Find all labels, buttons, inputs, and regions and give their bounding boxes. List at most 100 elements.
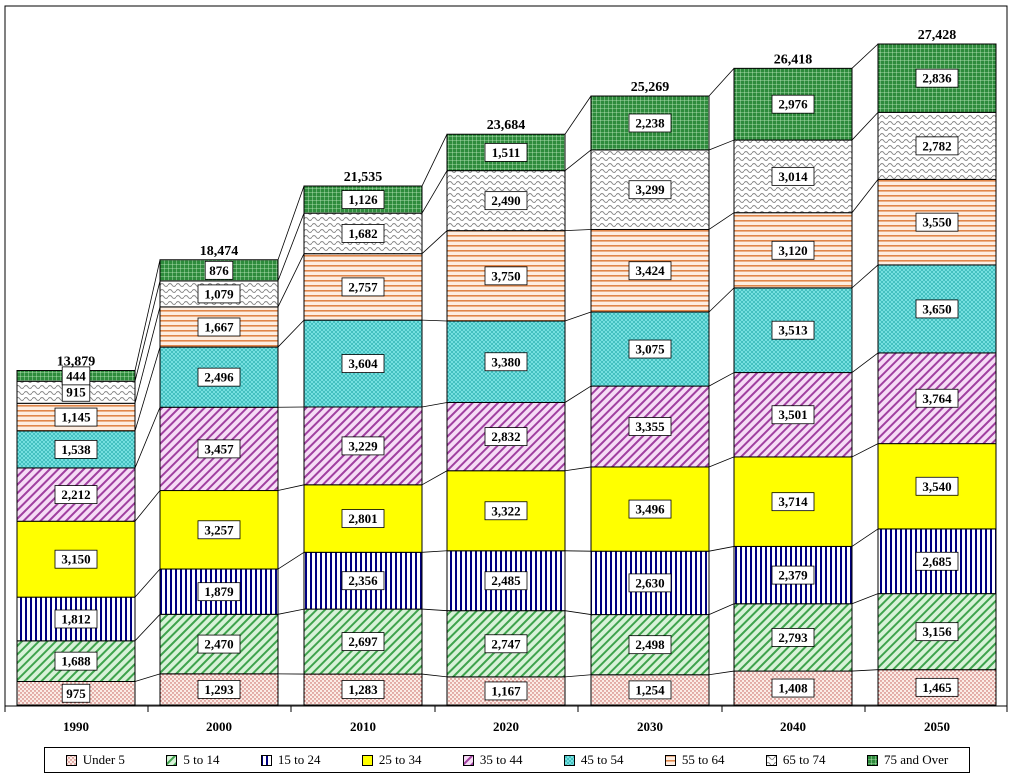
connector-line (851, 43, 879, 69)
value-label: 2,498 (635, 637, 665, 652)
value-label-box (54, 485, 98, 504)
connector-line (708, 372, 735, 387)
value-label: 3,120 (778, 243, 807, 258)
value-label: 1,511 (492, 145, 521, 160)
value-label: 1,283 (348, 682, 378, 697)
x-tick-label: 2020 (493, 719, 519, 734)
value-label-box (771, 565, 815, 585)
connector-line (134, 568, 161, 598)
connector-line (708, 287, 735, 313)
value-label-box (204, 260, 234, 280)
x-tick-label: 2050 (924, 719, 950, 734)
connector-line (564, 674, 592, 678)
value-label-box (341, 680, 385, 699)
x-tick-label: 2000 (206, 719, 232, 734)
connector-line (851, 443, 879, 458)
value-label: 3,650 (922, 301, 951, 316)
connector-line (277, 185, 305, 260)
value-label: 1,879 (204, 584, 234, 599)
legend-label: 25 to 34 (378, 752, 422, 767)
connector-line (851, 179, 879, 213)
total-label: 27,428 (918, 28, 957, 43)
value-label-box (915, 551, 959, 571)
value-label-box (771, 94, 815, 114)
legend-swatch (765, 754, 777, 766)
connector-line (134, 614, 161, 642)
value-label-box (915, 136, 959, 156)
value-label-box (628, 261, 672, 281)
bar-segment-2040-75-and-over (733, 67, 853, 141)
value-label: 3,550 (922, 215, 951, 230)
value-label-box (484, 427, 528, 447)
legend-swatch (361, 754, 373, 766)
connector-line (708, 456, 735, 468)
connector-line (564, 610, 592, 615)
value-label: 2,832 (491, 429, 520, 444)
value-label-box (54, 440, 98, 459)
value-label: 2,757 (348, 279, 378, 294)
x-axis: 1990 2000 2010 2020 2030 2040 2050 (4, 705, 1008, 734)
connector-line (708, 546, 735, 552)
value-label: 3,014 (778, 169, 808, 184)
legend-label: 15 to 24 (277, 752, 321, 767)
connector-line (851, 669, 879, 672)
value-label-box (628, 635, 672, 655)
legend-swatch (462, 754, 474, 766)
legend-item-35-to-44: 35 to 44 (462, 752, 523, 768)
connector-line (564, 385, 592, 403)
connector-line (134, 673, 161, 682)
value-label: 3,150 (61, 552, 90, 567)
value-label: 3,355 (635, 419, 665, 434)
connector-line (564, 229, 592, 232)
connector-line (564, 466, 592, 472)
value-label-box (915, 677, 959, 697)
value-label-box (915, 476, 959, 496)
connector-line (421, 402, 448, 408)
value-label: 1,126 (348, 192, 378, 207)
value-label: 2,836 (922, 71, 952, 86)
value-label: 975 (66, 686, 86, 701)
value-label-box (484, 681, 528, 701)
connector-line (421, 673, 448, 678)
legend-swatch (563, 754, 575, 766)
connector-line (851, 593, 879, 605)
connector-line (708, 68, 735, 97)
value-label: 3,604 (348, 356, 378, 371)
value-label-box (628, 680, 672, 700)
value-label: 2,782 (922, 138, 951, 153)
value-label: 444 (66, 368, 86, 383)
value-label-box (197, 439, 241, 459)
value-label-box (771, 166, 815, 186)
connector-line (851, 352, 879, 373)
value-label-box (54, 609, 98, 629)
value-label-box (915, 68, 959, 88)
value-label-box (628, 573, 672, 593)
value-label-box (628, 417, 672, 436)
value-label: 1,465 (922, 680, 952, 695)
value-label: 3,156 (922, 624, 952, 639)
connector-line (277, 484, 305, 491)
connector-line (134, 346, 161, 431)
value-label: 1,688 (61, 654, 91, 669)
connector-line (277, 213, 305, 282)
value-label-box (771, 678, 815, 698)
value-label: 3,714 (778, 494, 808, 509)
value-label: 3,540 (922, 479, 951, 494)
value-label: 3,075 (635, 342, 665, 357)
value-label: 3,501 (778, 407, 807, 422)
legend-swatch (664, 754, 676, 766)
value-label: 1,538 (61, 442, 91, 457)
value-label: 2,470 (204, 637, 233, 652)
legend-item-5-to-14: 5 to 14 (166, 752, 219, 768)
x-tick-label: 2040 (780, 719, 806, 734)
value-label-box (197, 582, 241, 602)
value-label-box (484, 143, 528, 162)
value-label: 2,379 (778, 568, 808, 583)
value-label-box (341, 571, 385, 591)
value-label-box (915, 388, 959, 408)
value-label-box (341, 190, 385, 209)
value-label-box (61, 366, 91, 386)
connector-line (277, 608, 305, 615)
value-label-box (341, 354, 385, 373)
